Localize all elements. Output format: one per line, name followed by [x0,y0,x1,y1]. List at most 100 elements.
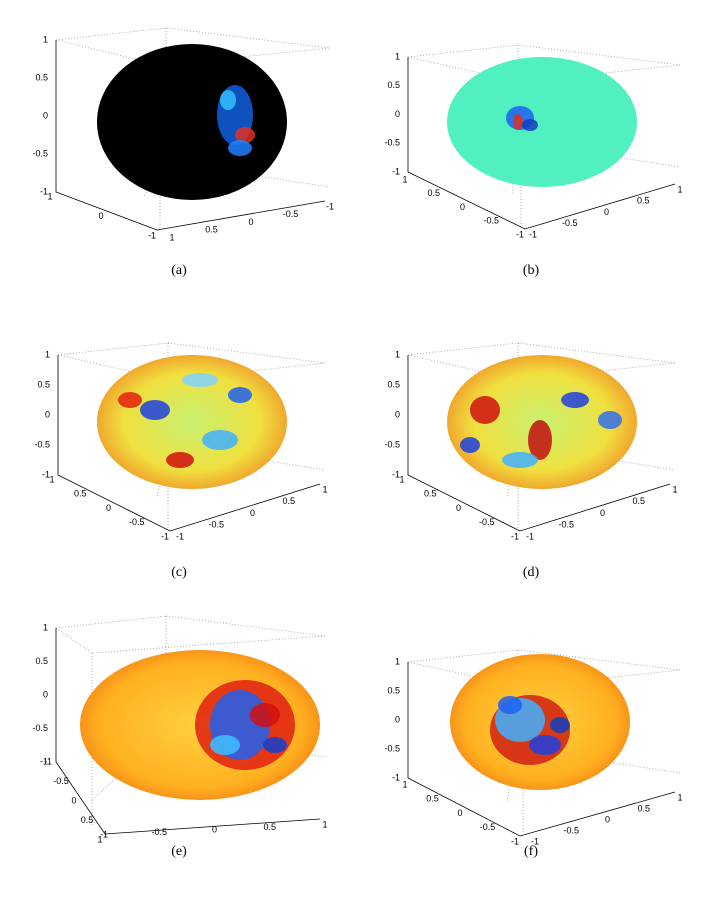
axis-tick-label: 0 [106,503,111,513]
axis-tick-label: -0.5 [562,218,578,228]
axis-tick-label: 1 [399,474,404,484]
axis-tick-label: 0.5 [282,496,295,506]
axis-tick-label: 0.5 [74,489,87,499]
sphere-pattern [263,737,287,753]
axis-tick-label: 1 [672,484,677,494]
z-tick-label: -0.5 [32,148,48,158]
z-tick-label: -0.5 [32,723,48,733]
z-tick-label: -1 [40,186,48,196]
panel: 10.50-0.5-1 10.50-0.5-1 -1-0.500.51(c) [34,342,328,580]
caption: (d) [523,565,540,580]
sphere-pattern [140,400,170,420]
panel: 10.50-0.5-1 10-1 10.50-0.5-1(a) [32,27,334,278]
panel: 10.50-0.5-110.50-0.5-1 -1-0.500.51(b) [384,44,683,278]
axis-tick-label: 0.5 [263,822,276,832]
z-tick-label: -0.5 [384,138,400,148]
sphere [447,57,637,187]
sphere-pattern [228,387,252,403]
axis-tick-label: 1 [677,184,682,194]
axis-tick-label: -1 [511,836,519,846]
axis-tick-label: -1 [44,756,52,766]
axis-tick-label: -0.5 [483,216,499,226]
sphere-pattern [210,735,240,755]
axis-tick-label: -1 [148,230,156,240]
sphere-pattern [166,452,194,468]
z-tick-label: -1 [42,469,50,479]
sphere-pattern [598,411,622,429]
axis-tick-label: 1 [402,779,407,789]
axis-tick-label: 1 [49,474,54,484]
z-tick-label: 1 [43,622,48,632]
sphere-pattern [118,392,142,408]
z-tick-label: 0.5 [35,656,48,666]
axis-tick-label: 0 [600,508,605,518]
z-tick-label: 0 [43,110,48,120]
axis-tick-label: -0.5 [53,776,69,786]
z-tick-label: 0.5 [387,80,400,90]
axis-tick-label: -1 [516,229,524,239]
axis-tick-label: 0 [456,503,461,513]
z-tick-label: 0 [45,409,50,419]
axis-tick-label: 0 [604,207,609,217]
axis-tick-label: -1 [526,531,534,541]
axis-lines [407,355,671,532]
z-tick-label: 1 [395,51,400,61]
z-tick-label: 0.5 [37,379,50,389]
sphere-pattern [250,703,280,727]
z-tick-label: 1 [45,349,50,359]
caption: (c) [171,565,187,580]
axis-tick-label: 1 [322,819,327,829]
caption: (a) [171,263,187,278]
axis-tick-label: -0.5 [479,517,495,527]
axis-tick-label: -0.5 [480,822,496,832]
axis-tick-label: 1 [322,484,327,494]
axis-tick-label: 1 [97,834,102,844]
sphere-pattern [498,696,522,714]
sphere-pattern [202,430,238,450]
axis-tick-label: 0 [250,508,255,518]
caption: (f) [524,844,538,859]
z-tick-label: 0 [395,714,400,724]
sphere-pattern [528,420,552,460]
axis-lines [407,662,676,837]
axis-lines [407,57,676,230]
axis-tick-label: 1 [169,232,174,242]
sphere-pattern [470,396,500,424]
z-tick-label: -1 [392,469,400,479]
axis-tick-label: 0 [71,795,76,805]
z-tick-label: 1 [395,349,400,359]
z-tick-label: 1 [395,656,400,666]
z-tick-label: -0.5 [384,439,400,449]
sphere-pattern [529,735,561,755]
axis-tick-label: -1 [100,829,108,839]
axis-tick-label: 0.5 [427,188,440,198]
axis-tick-label: -1 [176,531,184,541]
z-tick-label: 1 [43,34,48,44]
z-tick-label: 0 [43,689,48,699]
axis-tick-label: 0.5 [426,794,439,804]
sphere-pattern [522,119,538,131]
sphere-pattern [182,373,218,387]
axis-tick-label: -0.5 [283,209,299,219]
z-tick-label: -1 [392,166,400,176]
axis-lines [57,355,321,532]
z-tick-label: -1 [40,756,48,766]
axis-tick-label: -1 [161,531,169,541]
axis-tick-label: 0 [457,808,462,818]
axis-tick-label: -1 [511,531,519,541]
axis-tick-label: 0.5 [632,496,645,506]
axis-tick-label: -0.5 [129,517,145,527]
axis-tick-label: 1 [47,191,52,201]
sphere-pattern [460,437,480,453]
axis-tick-label: 1 [677,792,682,802]
caption: (b) [523,263,540,278]
axis-tick-label: 0.5 [81,815,94,825]
panel: 10.50-0.5-1 10.50-0.5-1 -1-0.500.51(d) [384,342,678,580]
panel: 10.50-0.5-110.50-0.5-1 -1-0.500.51(f) [384,649,683,859]
axis-tick-label: -1 [326,201,334,211]
axis-tick-label: 0 [248,217,253,227]
z-tick-label: 0 [395,109,400,119]
sphere [97,44,287,200]
axis-tick-label: 0.5 [637,196,650,206]
axis-tick-label: 0 [98,211,103,221]
